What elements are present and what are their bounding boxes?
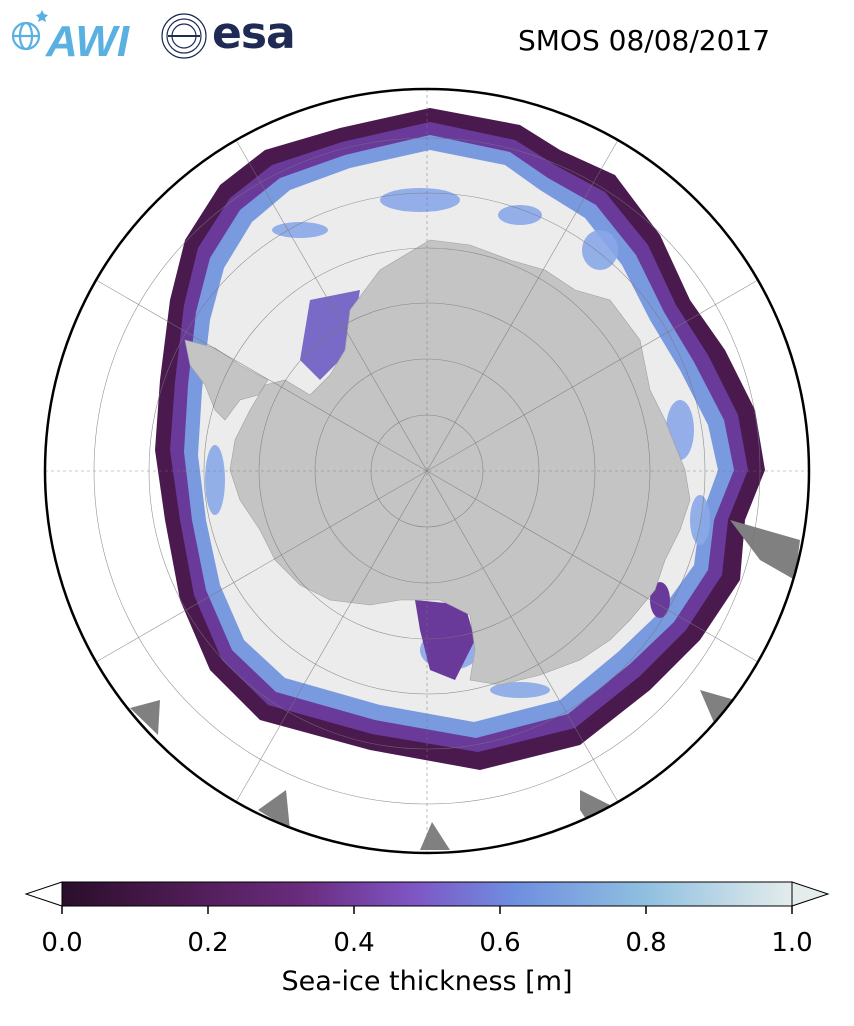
- colorbar-extend-high: [791, 881, 830, 907]
- colorbar-extend-low: [24, 881, 63, 907]
- awi-logo-text: AWI: [45, 17, 130, 62]
- awi-star-icon: [36, 10, 48, 22]
- antarctic-peninsula: [184, 339, 269, 421]
- colorbar-tick-5: 1.0: [771, 928, 813, 958]
- esa-logo-icon: [161, 13, 207, 59]
- graticule: [45, 89, 809, 853]
- sea-ice-purple-patches: [300, 290, 670, 680]
- colorbar-label: Sea-ice thickness [m]: [281, 966, 573, 997]
- colorbar-tick-3: 0.6: [479, 928, 521, 958]
- colorbar: [24, 881, 830, 914]
- map-boundary: [43, 87, 811, 855]
- colorbar-tick-0: 0.0: [41, 928, 83, 958]
- esa-logo-text: esa: [212, 8, 296, 59]
- antarctica-land: [229, 239, 691, 686]
- colorbar-gradient: [61, 881, 793, 907]
- colorbar-tick-1: 0.2: [187, 928, 229, 958]
- awi-globe-icon: [11, 21, 41, 51]
- map-title: SMOS 08/08/2017: [518, 24, 771, 57]
- awi-logo: AWI: [11, 10, 130, 62]
- colorbar-tick-2: 0.4: [333, 928, 375, 958]
- data-mask-regions: [130, 520, 800, 850]
- colorbar-tick-4: 0.8: [625, 928, 667, 958]
